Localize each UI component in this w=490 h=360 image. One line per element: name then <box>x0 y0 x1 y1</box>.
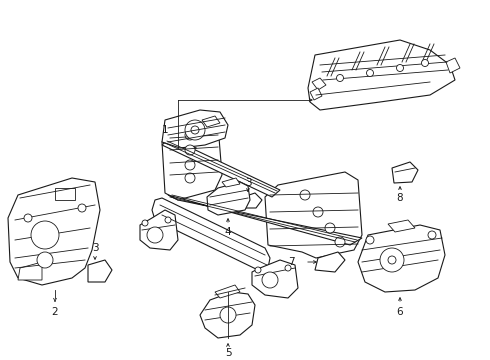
Text: 6: 6 <box>397 307 403 317</box>
Circle shape <box>380 248 404 272</box>
Circle shape <box>337 75 343 81</box>
Text: 3: 3 <box>92 243 98 253</box>
Circle shape <box>37 252 53 268</box>
Text: 4: 4 <box>225 227 231 237</box>
Polygon shape <box>310 88 322 100</box>
Circle shape <box>24 214 32 222</box>
Polygon shape <box>207 182 250 215</box>
Polygon shape <box>240 193 262 208</box>
Circle shape <box>396 64 403 72</box>
Circle shape <box>285 265 291 271</box>
Polygon shape <box>308 40 455 110</box>
Polygon shape <box>162 138 280 197</box>
Circle shape <box>366 236 374 244</box>
Polygon shape <box>162 110 228 148</box>
Circle shape <box>185 120 205 140</box>
Circle shape <box>165 217 171 223</box>
Polygon shape <box>252 260 298 298</box>
Circle shape <box>313 207 323 217</box>
Circle shape <box>185 160 195 170</box>
Polygon shape <box>358 225 445 292</box>
Polygon shape <box>312 78 326 90</box>
Text: 8: 8 <box>397 193 403 203</box>
Circle shape <box>300 190 310 200</box>
Circle shape <box>428 231 436 239</box>
Circle shape <box>191 126 199 134</box>
Text: 1: 1 <box>161 125 168 135</box>
Text: 5: 5 <box>225 348 231 358</box>
Circle shape <box>388 256 396 264</box>
Circle shape <box>367 69 373 77</box>
Polygon shape <box>392 162 418 183</box>
Circle shape <box>220 307 236 323</box>
Polygon shape <box>152 198 270 270</box>
Polygon shape <box>200 292 255 338</box>
Circle shape <box>147 227 163 243</box>
Polygon shape <box>388 220 415 232</box>
Bar <box>55 188 75 200</box>
Circle shape <box>31 221 59 249</box>
Polygon shape <box>18 262 42 280</box>
Circle shape <box>262 272 278 288</box>
Circle shape <box>325 223 335 233</box>
Circle shape <box>421 59 428 67</box>
Circle shape <box>78 204 86 212</box>
Polygon shape <box>265 172 362 258</box>
Polygon shape <box>162 118 222 200</box>
Polygon shape <box>140 210 178 250</box>
Circle shape <box>185 173 195 183</box>
Circle shape <box>335 237 345 247</box>
Text: 7: 7 <box>289 257 295 267</box>
Text: 2: 2 <box>51 307 58 317</box>
Text: 3: 3 <box>245 178 251 188</box>
Polygon shape <box>315 252 345 272</box>
Polygon shape <box>215 285 240 298</box>
Polygon shape <box>168 195 362 245</box>
Circle shape <box>185 130 195 140</box>
Circle shape <box>142 220 148 226</box>
Circle shape <box>185 145 195 155</box>
Polygon shape <box>8 178 100 285</box>
Polygon shape <box>88 260 112 282</box>
Polygon shape <box>222 178 240 187</box>
Circle shape <box>255 267 261 273</box>
Polygon shape <box>202 116 220 127</box>
Polygon shape <box>446 58 460 73</box>
